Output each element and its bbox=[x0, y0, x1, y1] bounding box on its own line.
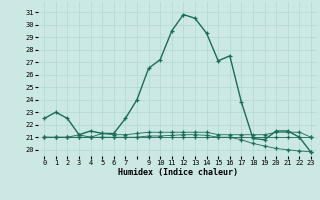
X-axis label: Humidex (Indice chaleur): Humidex (Indice chaleur) bbox=[118, 168, 238, 177]
